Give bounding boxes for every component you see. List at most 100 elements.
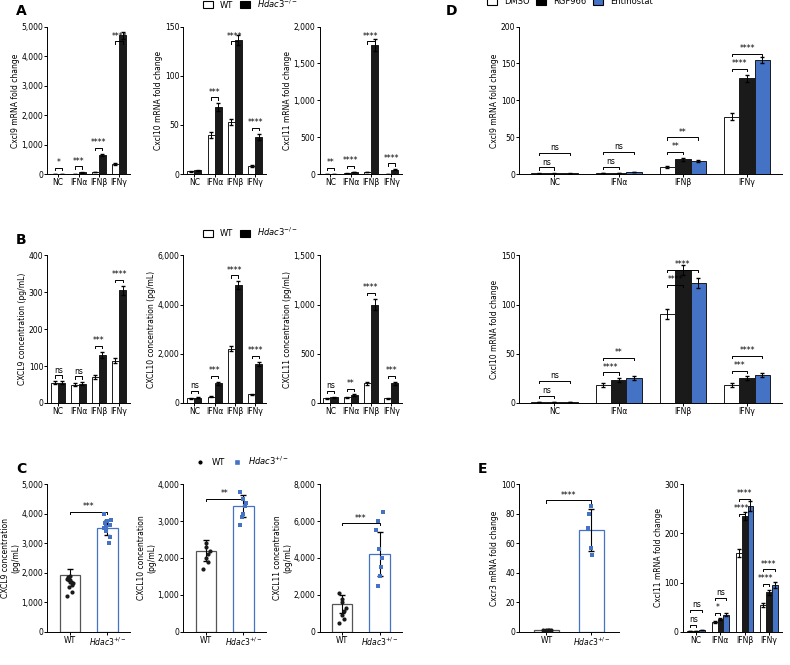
Point [371, 581, 384, 591]
Text: C: C [16, 462, 26, 476]
Bar [58, 382, 66, 403]
Point [234, 519, 246, 530]
Point [340, 602, 352, 613]
Point [197, 564, 209, 575]
Bar [534, 630, 559, 632]
Point [100, 516, 113, 527]
Bar [391, 383, 398, 403]
Point [536, 625, 549, 636]
Text: D: D [446, 5, 457, 19]
Point [237, 508, 250, 519]
Bar [675, 270, 690, 403]
Text: **: ** [672, 142, 679, 152]
Bar [364, 383, 371, 403]
Point [235, 512, 248, 523]
Point [374, 562, 387, 573]
Bar [699, 630, 705, 632]
Bar [119, 291, 126, 403]
Text: ****: **** [227, 265, 243, 275]
Bar [596, 173, 611, 174]
Bar [742, 516, 747, 632]
Point [239, 497, 252, 508]
Point [585, 501, 598, 511]
Bar [78, 384, 85, 403]
Bar [99, 355, 106, 403]
Y-axis label: CXCL10 concentration
(pg/mL): CXCL10 concentration (pg/mL) [137, 515, 156, 600]
Bar [562, 402, 577, 403]
Point [337, 606, 350, 616]
Y-axis label: Cxcl9 mRNA fold change: Cxcl9 mRNA fold change [491, 53, 499, 148]
Bar [712, 622, 717, 632]
Point [199, 553, 212, 563]
Point [103, 532, 116, 543]
Point [104, 514, 117, 525]
Text: ns: ns [326, 381, 335, 390]
Point [201, 549, 214, 559]
Text: ***: *** [355, 513, 367, 523]
Point [66, 587, 78, 597]
Bar [235, 41, 242, 174]
Text: ****: **** [734, 504, 750, 513]
Bar [579, 530, 604, 632]
Y-axis label: Cxcl11 mRNA fold change: Cxcl11 mRNA fold change [654, 509, 663, 607]
Bar [675, 160, 690, 174]
Bar [369, 554, 390, 632]
Y-axis label: CXCL11 concentration
(pg/mL): CXCL11 concentration (pg/mL) [273, 515, 292, 600]
Bar [208, 135, 215, 174]
Point [100, 526, 113, 537]
Point [540, 625, 552, 636]
Bar [766, 593, 772, 632]
Point [372, 543, 385, 554]
Bar [532, 402, 547, 403]
Text: ****: **** [761, 559, 777, 569]
Text: **: ** [221, 489, 228, 498]
Point [98, 523, 111, 534]
Point [60, 591, 73, 602]
Point [373, 571, 386, 582]
Bar [660, 167, 675, 174]
Bar [59, 575, 81, 632]
Legend: WT, $Hdac3^{-/-}$: WT, $Hdac3^{-/-}$ [200, 223, 301, 241]
Legend: WT, $Hdac3^{+/-}$: WT, $Hdac3^{+/-}$ [192, 452, 293, 470]
Text: ****: **** [668, 275, 683, 284]
Bar [754, 376, 770, 403]
Legend: DMSO, RGF966, Entinostat: DMSO, RGF966, Entinostat [484, 0, 656, 9]
Point [542, 625, 555, 636]
Bar [187, 398, 194, 403]
Bar [371, 305, 378, 403]
Point [371, 516, 384, 527]
Point [203, 545, 216, 556]
Text: ****: **** [363, 32, 378, 41]
Point [338, 614, 351, 624]
Text: ***: *** [209, 88, 220, 96]
Text: ****: **** [732, 59, 747, 68]
Bar [772, 585, 777, 632]
Bar [332, 604, 352, 632]
Point [201, 557, 214, 567]
Text: ****: **** [343, 156, 359, 165]
Text: ****: **** [111, 32, 126, 41]
Text: ****: **** [91, 138, 107, 148]
Text: ***: *** [73, 157, 85, 166]
Text: ns: ns [689, 615, 698, 624]
Text: ns: ns [190, 382, 199, 390]
Bar [364, 172, 371, 174]
Bar [724, 385, 739, 403]
Bar [215, 107, 222, 174]
Text: ****: **** [111, 271, 126, 279]
Bar [724, 116, 739, 174]
Bar [119, 35, 126, 174]
Bar [215, 383, 222, 403]
Bar [194, 398, 201, 403]
Text: ****: **** [739, 346, 754, 355]
Bar [351, 395, 358, 403]
Bar [196, 551, 216, 632]
Text: ****: **** [383, 154, 399, 163]
Bar [323, 398, 330, 403]
Text: ns: ns [550, 372, 559, 380]
Point [234, 486, 246, 497]
Bar [228, 349, 235, 403]
Text: ***: *** [734, 361, 745, 370]
Bar [694, 631, 699, 632]
Bar [99, 156, 106, 174]
